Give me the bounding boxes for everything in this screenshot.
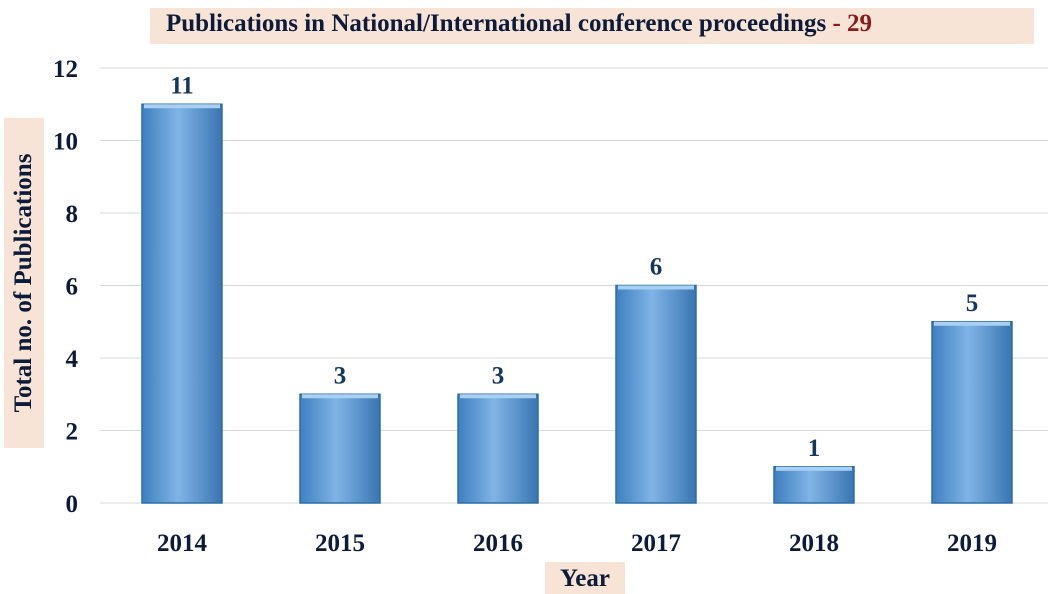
bar-top-highlight (776, 466, 852, 471)
bar (457, 393, 539, 504)
bar-top-highlight (302, 394, 378, 399)
grid-lines (100, 67, 1048, 504)
x-tick-label: 2019 (947, 530, 997, 557)
bar-top-highlight (618, 285, 694, 290)
data-label: 11 (170, 72, 194, 99)
data-labels: 11 3 3 6 1 5 (170, 72, 978, 462)
x-tick-label: 2018 (789, 530, 839, 557)
data-label: 5 (966, 290, 979, 317)
chart-title-main: Publications in National/International c… (166, 10, 827, 37)
bar (141, 103, 223, 504)
x-tick-label: 2014 (157, 530, 208, 557)
data-label: 1 (808, 435, 821, 462)
chart-title: Publications in National/International c… (166, 10, 872, 38)
y-tick-label: 10 (53, 129, 78, 156)
bar (299, 393, 381, 504)
chart-title-separator: - (832, 10, 841, 37)
tick-labels: 0 2 4 6 8 10 12 2014 2015 2016 2017 2018 2019 (53, 56, 997, 557)
x-tick-label: 2016 (473, 530, 523, 557)
bar (773, 466, 855, 504)
y-tick-label: 4 (66, 346, 79, 373)
bar-top-highlight (460, 394, 536, 399)
bars (141, 103, 1013, 504)
y-tick-label: 6 (66, 274, 79, 301)
y-tick-label: 12 (53, 56, 78, 83)
x-tick-label: 2015 (315, 530, 365, 557)
y-tick-label: 8 (66, 201, 79, 228)
y-tick-label: 2 (66, 419, 79, 446)
y-axis-label-background (4, 118, 44, 448)
data-label: 3 (334, 362, 347, 389)
bar-top-highlight (934, 321, 1010, 326)
title-background (150, 8, 1034, 44)
chart-title-total: 29 (847, 10, 873, 37)
x-tick-label: 2017 (631, 530, 681, 557)
x-axis-label: Year (560, 565, 610, 592)
bar (615, 284, 697, 504)
data-label: 6 (650, 254, 663, 281)
y-tick-label: 0 (66, 491, 79, 518)
bar-top-highlight (144, 104, 220, 109)
data-label: 3 (492, 362, 505, 389)
x-axis-label-background (545, 562, 625, 594)
bar (931, 321, 1013, 504)
